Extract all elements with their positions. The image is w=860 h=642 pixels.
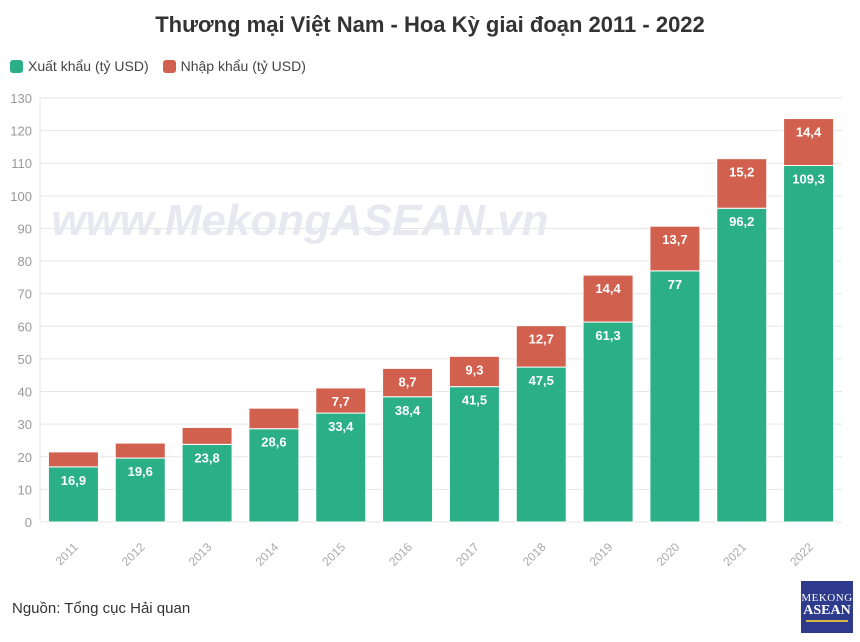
bar-export — [582, 321, 634, 523]
source-note: Nguồn: Tổng cục Hải quan — [12, 600, 191, 617]
y-tick-label: 100 — [10, 189, 32, 204]
x-tick-label: 2013 — [186, 540, 215, 569]
data-label: 47,5 — [529, 373, 554, 388]
legend-swatch — [162, 59, 176, 73]
bar-export — [448, 386, 500, 523]
y-tick-label: 130 — [10, 91, 32, 106]
data-label: 15,2 — [729, 165, 754, 180]
bar-import — [515, 325, 567, 368]
y-tick-label: 20 — [18, 450, 32, 465]
x-tick-label: 2020 — [654, 540, 683, 569]
y-tick-label: 120 — [10, 124, 32, 139]
bar-import — [783, 118, 835, 167]
bar-import — [181, 426, 233, 445]
data-label: 109,3 — [792, 172, 825, 187]
y-tick-label: 80 — [18, 254, 32, 269]
y-tick-label: 110 — [11, 156, 32, 171]
bar-export — [649, 270, 701, 523]
x-tick-label: 2016 — [386, 540, 415, 569]
data-label: 14,4 — [796, 125, 822, 140]
y-tick-label: 70 — [18, 287, 32, 302]
legend-label: Xuất khẩu (tỷ USD) — [28, 58, 149, 74]
y-tick-label: 90 — [18, 221, 32, 236]
data-label: 38,4 — [395, 403, 421, 418]
data-label: 8,7 — [399, 374, 417, 389]
x-tick-label: 2019 — [587, 540, 616, 569]
x-tick-label: 2014 — [253, 540, 282, 569]
bar-export — [716, 207, 768, 523]
data-label: 33,4 — [328, 419, 354, 434]
logo-rule — [806, 620, 848, 622]
y-tick-label: 60 — [18, 319, 32, 334]
y-tick-label: 40 — [18, 385, 32, 400]
data-label: 41,5 — [462, 393, 487, 408]
bar-import — [382, 367, 434, 398]
bar-import — [582, 274, 634, 323]
bar-export — [382, 396, 434, 523]
legend-label: Nhập khẩu (tỷ USD) — [180, 58, 306, 74]
logo-line1: MEKONG — [801, 592, 853, 604]
data-label: 23,8 — [194, 450, 219, 465]
x-tick-label: 2018 — [520, 540, 549, 569]
data-label: 13,7 — [662, 232, 687, 247]
bar-import — [47, 451, 99, 468]
legend-swatch — [10, 59, 23, 73]
data-label: 16,9 — [61, 473, 86, 488]
bar-export — [515, 366, 567, 523]
x-tick-label: 2017 — [453, 540, 482, 569]
data-label: 14,4 — [595, 281, 621, 296]
data-label: 9,3 — [465, 362, 483, 377]
legend-item-export[interactable]: Xuất khẩu (tỷ USD) — [10, 58, 149, 74]
data-label: 12,7 — [529, 332, 554, 347]
bar-export — [783, 165, 835, 523]
plot-area: 0 10 20 30 40 50 60 70 80 90 100 110 120 130 www.Mekon… — [10, 91, 842, 569]
y-tick-label: 50 — [18, 352, 32, 367]
x-tick-label: 2015 — [319, 540, 348, 569]
data-label: 96,2 — [729, 214, 754, 229]
data-label: 7,7 — [332, 394, 350, 409]
bar-import — [649, 225, 701, 272]
bar-export — [47, 466, 99, 523]
legend-item-import[interactable]: Nhập khẩu (tỷ USD) — [162, 58, 306, 74]
bar-import — [716, 158, 768, 209]
bar-import — [448, 355, 500, 388]
data-label: 77 — [668, 277, 682, 292]
logo-line2: ASEAN — [803, 603, 851, 618]
x-tick-label: 2021 — [720, 540, 749, 569]
bar-export — [181, 443, 233, 523]
mekong-asean-logo: MEKONG ASEAN — [801, 581, 853, 633]
data-label: 19,6 — [128, 464, 153, 479]
chart-title: Thương mại Việt Nam - Hoa Kỳ giai đoạn 2… — [155, 12, 705, 37]
bar-import — [315, 387, 367, 414]
watermark: www.MekongASEAN.vn — [51, 196, 548, 245]
bar-export — [114, 457, 166, 523]
y-tick-label: 30 — [18, 417, 32, 432]
y-tick-label: 0 — [25, 515, 32, 530]
x-tick-label: 2022 — [787, 540, 816, 569]
x-tick-label: 2012 — [119, 540, 148, 569]
bar-import — [114, 442, 166, 459]
bar-import — [248, 407, 300, 430]
y-tick-label: 10 — [18, 482, 32, 497]
data-label: 61,3 — [595, 328, 620, 343]
bar-export — [248, 428, 300, 523]
x-tick-label: 2011 — [53, 540, 81, 568]
legend: Xuất khẩu (tỷ USD) Nhập khẩu (tỷ USD) — [10, 58, 306, 74]
data-label: 28,6 — [261, 435, 286, 450]
